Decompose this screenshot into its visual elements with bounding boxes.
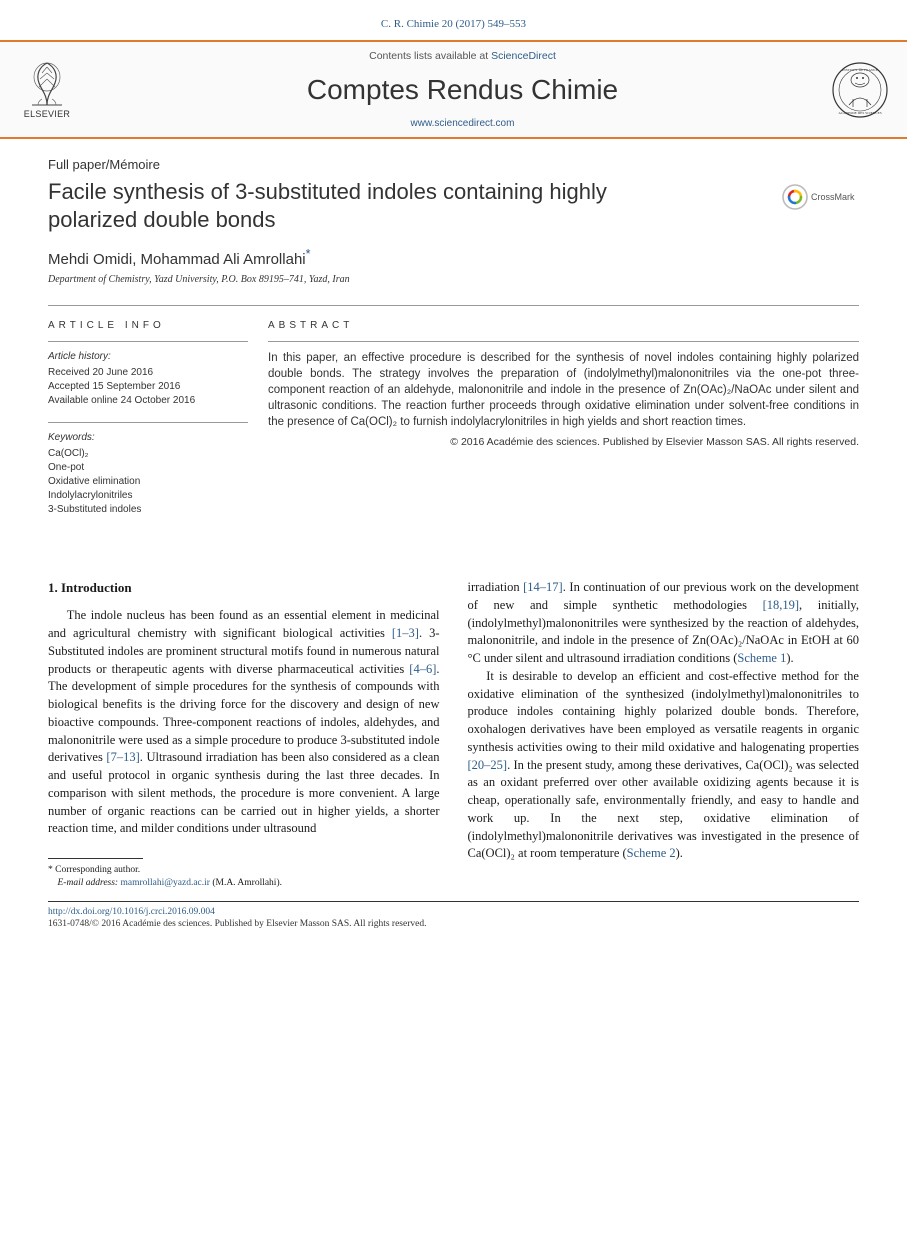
abstract-text: In this paper, an effective procedure is… bbox=[268, 341, 859, 430]
keywords-block: Keywords: Ca(OCl)₂ One-pot Oxidative eli… bbox=[48, 422, 248, 517]
journal-title: Comptes Rendus Chimie bbox=[94, 74, 831, 106]
keyword-item: Oxidative elimination bbox=[48, 475, 248, 489]
body-paragraph: irradiation [14–17]. In continuation of … bbox=[468, 579, 860, 668]
keyword-item: Indolylacrylonitriles bbox=[48, 489, 248, 503]
header-citation: C. R. Chimie 20 (2017) 549–553 bbox=[0, 0, 907, 40]
abstract-heading: ABSTRACT bbox=[268, 320, 859, 331]
journal-homepage[interactable]: www.sciencedirect.com bbox=[94, 118, 831, 129]
history-accepted: Accepted 15 September 2016 bbox=[48, 380, 248, 394]
doi-link[interactable]: http://dx.doi.org/10.1016/j.crci.2016.09… bbox=[48, 906, 859, 918]
article-title: Facile synthesis of 3-substituted indole… bbox=[48, 178, 688, 233]
crossmark-label: CrossMark bbox=[811, 192, 855, 202]
article-info-heading: ARTICLE INFO bbox=[48, 320, 248, 331]
email-author-tail: (M.A. Amrollahi). bbox=[210, 878, 282, 888]
affiliation: Department of Chemistry, Yazd University… bbox=[48, 274, 859, 285]
svg-text:INSTITUT DE FRANCE: INSTITUT DE FRANCE bbox=[842, 68, 878, 72]
corresponding-author-footnote: * Corresponding author. E-mail address: … bbox=[48, 864, 440, 889]
body-column-left: 1. Introduction The indole nucleus has b… bbox=[48, 579, 440, 889]
article-type: Full paper/Mémoire bbox=[48, 157, 859, 172]
issn-copyright: 1631-0748/© 2016 Académie des sciences. … bbox=[48, 918, 859, 930]
elsevier-tree-icon bbox=[24, 61, 70, 107]
ref-link[interactable]: [20–25] bbox=[468, 758, 508, 772]
scheme-link[interactable]: Scheme 2 bbox=[627, 846, 676, 860]
sciencedirect-link[interactable]: ScienceDirect bbox=[491, 50, 556, 62]
ref-link[interactable]: [4–6] bbox=[409, 662, 436, 676]
author-email[interactable]: mamrollahi@yazd.ac.ir bbox=[120, 878, 209, 888]
journal-banner: ELSEVIER Contents lists available at Sci… bbox=[0, 40, 907, 139]
page-footer: http://dx.doi.org/10.1016/j.crci.2016.09… bbox=[0, 906, 907, 951]
ref-link[interactable]: [14–17] bbox=[523, 580, 563, 594]
keyword-item: Ca(OCl)₂ bbox=[48, 447, 248, 461]
corr-author-label: * Corresponding author. bbox=[48, 864, 440, 876]
author-list: Mehdi Omidi, Mohammad Ali Amrollahi* bbox=[48, 247, 859, 268]
corr-marker: * bbox=[306, 247, 311, 261]
academy-seal-icon: INSTITUT DE FRANCE ACADEMIE DES SCIENCES bbox=[831, 61, 889, 119]
footnote-separator bbox=[48, 858, 143, 859]
body-paragraph: It is desirable to develop an efficient … bbox=[468, 668, 860, 863]
keywords-head: Keywords: bbox=[48, 431, 248, 445]
author-2: Mohammad Ali Amrollahi bbox=[141, 251, 306, 268]
elsevier-wordmark: ELSEVIER bbox=[18, 109, 76, 119]
footer-rule bbox=[48, 901, 859, 902]
ref-link[interactable]: [18,19] bbox=[763, 598, 799, 612]
history-received: Received 20 June 2016 bbox=[48, 366, 248, 380]
body-column-right: irradiation [14–17]. In continuation of … bbox=[468, 579, 860, 889]
ref-link[interactable]: [1–3] bbox=[392, 626, 419, 640]
email-label: E-mail address: bbox=[58, 878, 121, 888]
author-1: Mehdi Omidi bbox=[48, 251, 132, 268]
article-history: Article history: Received 20 June 2016 A… bbox=[48, 341, 248, 408]
history-head: Article history: bbox=[48, 350, 248, 364]
scheme-link[interactable]: Scheme 1 bbox=[737, 651, 786, 665]
abstract-copyright: © 2016 Académie des sciences. Published … bbox=[268, 436, 859, 448]
keyword-item: 3-Substituted indoles bbox=[48, 503, 248, 517]
contents-prefix: Contents lists available at bbox=[369, 50, 491, 62]
keyword-item: One-pot bbox=[48, 461, 248, 475]
svg-text:ACADEMIE DES SCIENCES: ACADEMIE DES SCIENCES bbox=[838, 111, 881, 115]
body-paragraph: The indole nucleus has been found as an … bbox=[48, 607, 440, 838]
crossmark-badge[interactable]: CrossMark bbox=[781, 183, 859, 211]
contents-available: Contents lists available at ScienceDirec… bbox=[94, 50, 831, 62]
section-1-heading: 1. Introduction bbox=[48, 579, 440, 597]
ref-link[interactable]: [7–13] bbox=[106, 750, 139, 764]
history-online: Available online 24 October 2016 bbox=[48, 394, 248, 408]
elsevier-logo[interactable]: ELSEVIER bbox=[18, 61, 76, 119]
